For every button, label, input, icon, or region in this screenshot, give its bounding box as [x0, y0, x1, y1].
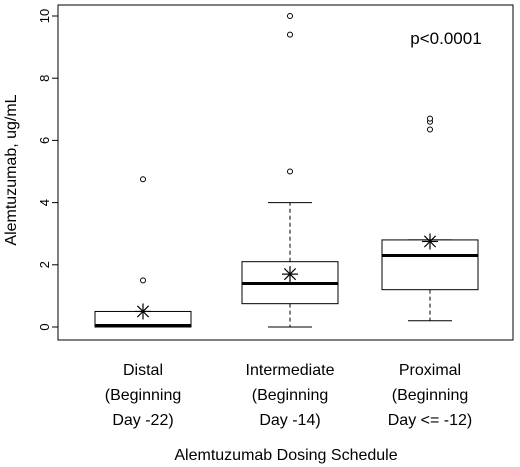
y-tick-label: 2	[37, 261, 52, 268]
mean-marker-stroke	[136, 305, 150, 318]
outlier-point	[287, 13, 293, 19]
outlier-point	[427, 126, 433, 133]
plot-frame	[57, 4, 514, 341]
outlier-point	[427, 115, 433, 122]
p-value-annotation: p<0.0001	[410, 29, 481, 48]
x-axis-category-labels: Distal (Beginning Day -22) Intermediate (Beg…	[105, 362, 472, 429]
category-label-line: Proximal	[399, 362, 461, 379]
category-label-line: Distal	[123, 362, 163, 379]
category-label-line: Day <= -12)	[388, 412, 472, 429]
category-label-line: Day -22)	[112, 412, 173, 429]
x-axis-title: Alemtuzumab Dosing Schedule	[174, 447, 397, 464]
y-tick-label: 4	[37, 199, 52, 206]
outlier-point	[287, 168, 293, 175]
boxes	[94, 13, 479, 328]
y-tick-label: 8	[37, 75, 52, 82]
y-tick-label: 0	[37, 323, 52, 330]
mean-marker	[282, 266, 298, 283]
category-label-line: Intermediate	[246, 362, 335, 379]
mean-marker-stroke	[423, 235, 437, 248]
y-axis-title: Alemtuzumab, ug/mL	[3, 94, 20, 245]
y-axis: 0 2 4 6 8 10	[37, 9, 58, 331]
box-group	[381, 115, 479, 322]
outlier-point	[140, 277, 146, 284]
y-tick-label: 10	[37, 9, 52, 23]
box-group	[241, 13, 339, 328]
category-label-line: (Beginning	[252, 387, 329, 404]
outlier-point	[140, 176, 146, 183]
box-group	[94, 176, 192, 328]
category-label-line: Day -14)	[259, 412, 320, 429]
outlier-point	[287, 31, 293, 38]
y-tick-label: 6	[37, 137, 52, 144]
category-label-line: (Beginning	[392, 387, 469, 404]
category-label-line: (Beginning	[105, 387, 182, 404]
mean-marker-stroke	[283, 268, 297, 281]
mean-marker	[422, 233, 438, 250]
mean-marker	[135, 303, 151, 320]
